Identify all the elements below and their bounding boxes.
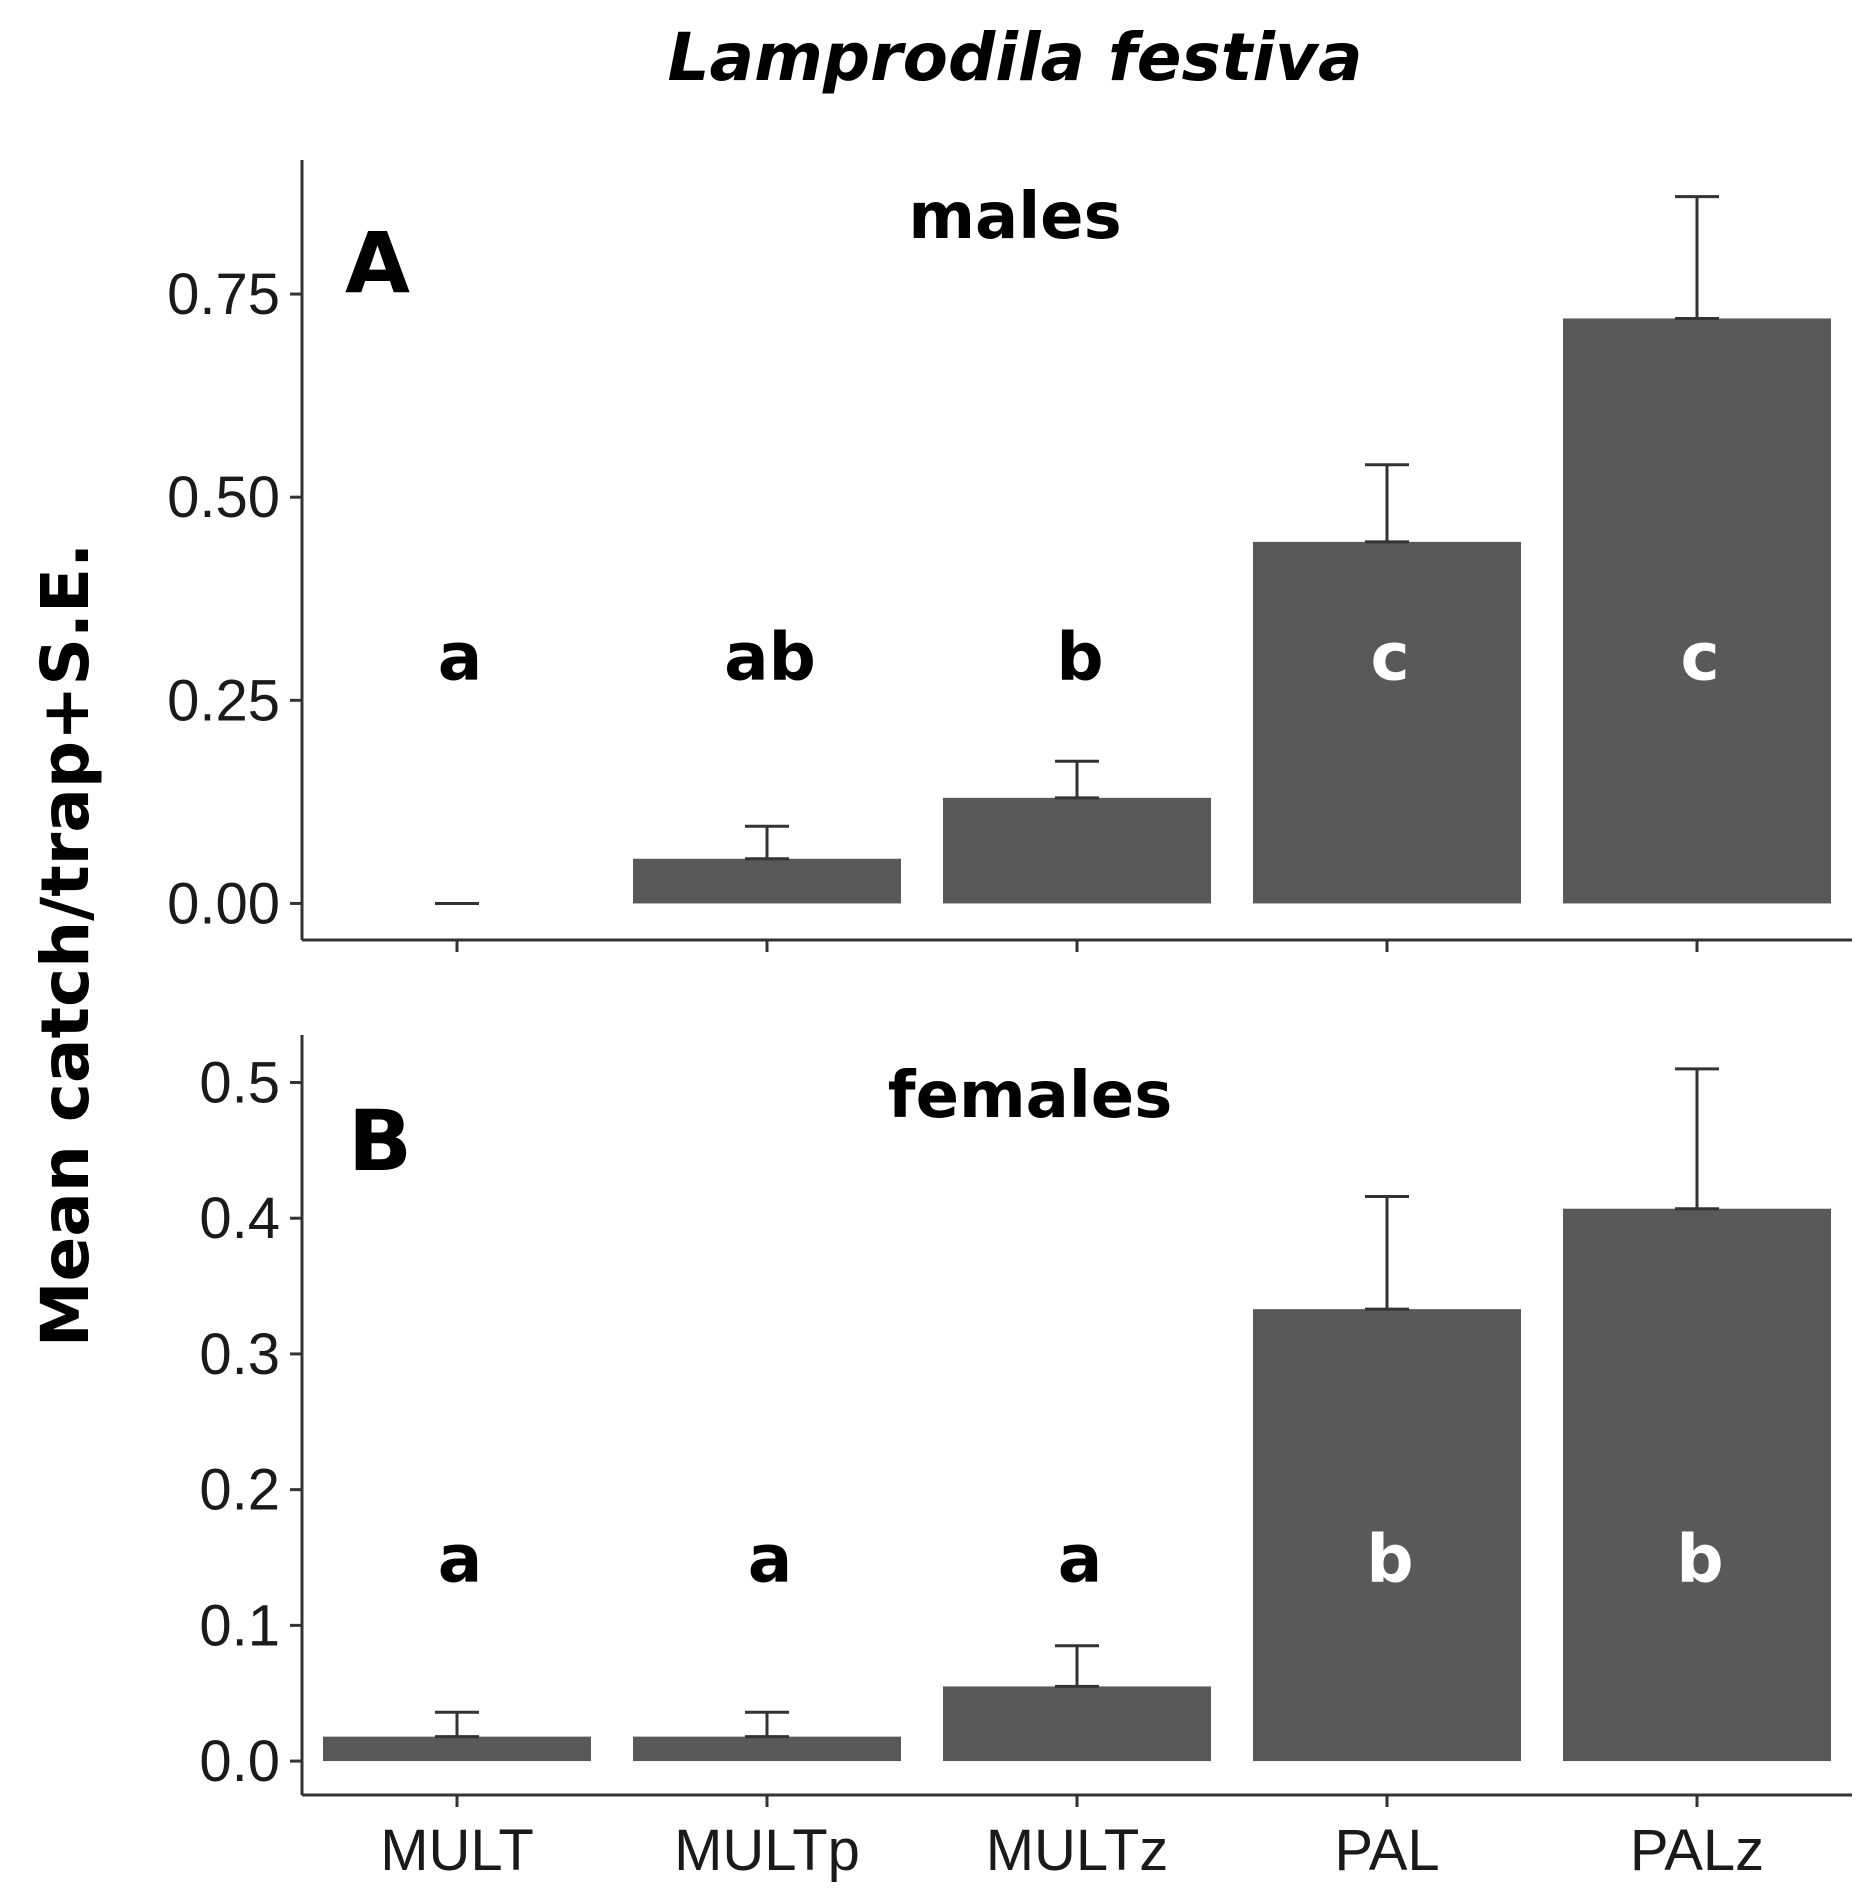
significance-letter: b <box>1056 619 1103 696</box>
panel-a: 0.00 0.25 0.50 0.75 a ab b c c A males <box>167 160 1852 952</box>
panel-label: A <box>345 214 410 312</box>
y-tick-label: 0.4 <box>199 1186 280 1251</box>
significance-letter: ab <box>724 619 816 696</box>
bar <box>943 1686 1211 1762</box>
panel-subtitle: females <box>888 1059 1173 1133</box>
y-tick-label: 0.75 <box>167 262 280 327</box>
figure-title: Lamprodila festiva <box>668 19 1363 96</box>
panel-subtitle: males <box>908 180 1121 254</box>
panel-b: 0.0 0.1 0.2 0.3 0.4 0.5 a MULT a MULTp a MULTz b PAL b… <box>199 1035 1852 1883</box>
significance-letter: a <box>438 619 483 696</box>
significance-letter: c <box>1370 619 1409 696</box>
bar <box>1563 1208 1831 1762</box>
y-tick-label: 0.0 <box>199 1729 280 1794</box>
panel-label: B <box>348 1092 412 1190</box>
bar <box>1563 318 1831 904</box>
bar <box>323 1736 591 1762</box>
significance-letter: c <box>1680 619 1719 696</box>
y-tick-label: 0.25 <box>167 668 280 733</box>
y-tick-label: 0.3 <box>199 1322 280 1387</box>
bar <box>633 1736 901 1762</box>
x-tick-label: MULTp <box>674 1818 860 1883</box>
y-axis-label: Mean catch/trap+S.E. <box>27 543 104 1347</box>
significance-letter: b <box>1366 1521 1413 1598</box>
significance-letter: a <box>748 1521 793 1598</box>
y-tick-label: 0.5 <box>199 1051 280 1116</box>
bar <box>633 858 901 904</box>
x-tick-label: MULT <box>380 1818 534 1883</box>
x-tick-label: PALz <box>1630 1818 1764 1883</box>
x-tick-label: PAL <box>1334 1818 1439 1883</box>
x-tick-label: MULTz <box>986 1818 1169 1883</box>
bar <box>943 797 1211 904</box>
y-tick-label: 0.50 <box>167 465 280 530</box>
significance-letter: b <box>1676 1521 1723 1598</box>
bar <box>1253 1309 1521 1762</box>
y-tick-label: 0.2 <box>199 1458 280 1523</box>
y-tick-label: 0.1 <box>199 1593 280 1658</box>
significance-letter: a <box>438 1521 483 1598</box>
bar <box>1253 541 1521 904</box>
significance-letter: a <box>1058 1521 1103 1598</box>
y-tick-label: 0.00 <box>167 871 280 936</box>
